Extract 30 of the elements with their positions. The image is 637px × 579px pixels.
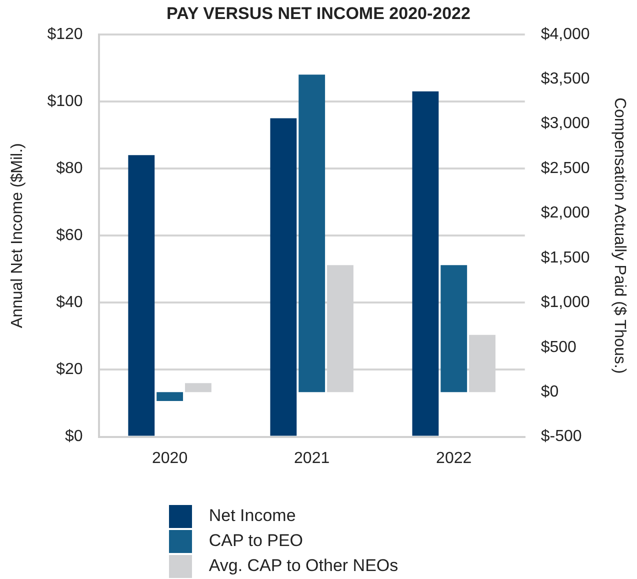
y-tick-label: $60 <box>56 227 83 244</box>
bar <box>185 383 212 392</box>
y2-axis-title: Compensation Actually Paid ($ Thous.) <box>610 97 628 374</box>
legend-label: CAP to PEO <box>208 531 304 551</box>
y2-tick-label: $4,000 <box>540 26 590 43</box>
legend-label: Net Income <box>208 506 296 526</box>
y2-tick-label: $2,500 <box>540 160 590 177</box>
y2-tick-label: $3,000 <box>540 115 590 132</box>
y-tick-label: $100 <box>47 92 83 110</box>
bar <box>156 392 184 402</box>
y2-tick-label: $0 <box>540 383 559 400</box>
bar <box>298 74 326 392</box>
y2-tick-label: $-500 <box>540 428 582 446</box>
legend-label: Avg. CAP to Other NEOs <box>208 556 398 576</box>
chart-title: PAY VERSUS NET INCOME 2020-2022 <box>166 4 470 23</box>
y-tick-label: $40 <box>56 294 83 312</box>
y-tick-label: $0 <box>64 428 83 446</box>
y-tick-label: $80 <box>56 160 83 177</box>
x-tick-label: 2022 <box>436 450 472 467</box>
y2-tick-label: $2,000 <box>540 204 590 222</box>
y-tick-label: $20 <box>56 361 83 378</box>
x-tick-label: 2020 <box>152 450 188 467</box>
y2-tick-label: $500 <box>540 338 577 356</box>
y2-tick-label: $3,500 <box>540 70 590 88</box>
bar <box>440 265 468 392</box>
y2-tick-label: $1,500 <box>540 249 590 266</box>
y-axis-title: Annual Net Income ($Mil.) <box>9 143 26 328</box>
y-tick-label: $120 <box>47 26 83 43</box>
x-tick-label: 2021 <box>294 450 330 467</box>
y2-tick-label: $1,000 <box>540 294 590 312</box>
